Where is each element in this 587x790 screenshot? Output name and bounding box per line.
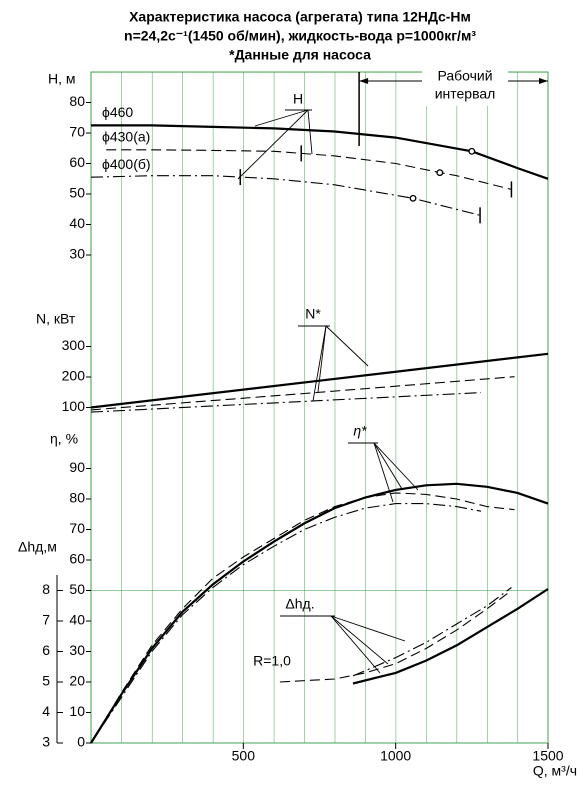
point-marker [468,147,476,155]
annotation: N* [305,306,321,322]
y-tick-label: 10 [69,703,85,719]
arrow-head [359,78,369,84]
y-axis-label: Δhд,м [18,539,57,555]
series-label: ϕ460 [102,104,133,120]
y-tick-label: 30 [69,642,85,658]
series-line [352,587,512,677]
y-tick-label: 200 [62,368,86,384]
leader-line [330,615,389,665]
y-tick-label: 6 [42,642,50,658]
leader-line [307,109,313,155]
y-axis-label: η, % [50,431,78,447]
series-line [91,124,549,180]
y-tick-label: 50 [69,581,85,597]
interval-label: интервал [435,86,496,102]
series-line [90,503,482,744]
annotation: Δhд. [285,596,314,612]
y-tick-label: 90 [69,459,85,475]
y-tick-label: 40 [69,215,85,231]
leader-line [325,325,369,367]
leader-line [373,442,403,490]
x-tick-label: 1500 [532,748,563,764]
y-tick-label: 70 [69,520,85,536]
arrow-head [539,78,548,84]
y-tick-label: 100 [62,398,86,414]
y-tick-label: 70 [69,124,85,140]
y-tick-label: 60 [69,551,85,567]
series-line [106,149,512,190]
annotation: H [293,91,303,107]
series-line [90,482,549,744]
interval-label: Рабочий [437,68,492,84]
chart-subtitle: n=24,2с⁻¹(1450 об/мин), жидкость-вода p=… [124,28,476,44]
series-line [279,590,512,683]
y-tick-label: 80 [69,490,85,506]
series-line [90,392,482,413]
y-axis-label: H, м [48,71,76,87]
leader-line [254,109,309,127]
x-tick-label: 500 [232,748,256,764]
interval-box [422,70,508,106]
leader-line [317,325,327,393]
y-tick-label: 5 [42,673,50,689]
series-line [90,175,481,216]
y-tick-label: 30 [69,246,85,262]
y-tick-label: 300 [62,337,86,353]
point-marker [409,194,417,202]
y-axis-label: N, кВт [36,311,76,327]
leader-line [373,442,419,491]
series-label: ϕ430(а) [102,128,150,144]
series-line [352,588,549,685]
annotation: R=1,0 [253,653,291,669]
y-tick-label: 8 [42,581,50,597]
leader-line [330,615,381,674]
series-line [90,376,515,411]
point-marker [436,169,444,177]
annotation: η* [353,423,367,439]
y-tick-label: 60 [69,154,85,170]
y-tick-label: 0 [77,734,85,750]
y-tick-label: 3 [42,734,50,750]
y-tick-label: 20 [69,673,85,689]
y-tick-label: 40 [69,612,85,628]
series-label: ϕ400(б) [102,156,151,172]
x-tick-label: 1000 [380,748,411,764]
leader-line [330,615,406,642]
leader-line [373,442,394,503]
y-tick-label: 50 [69,185,85,201]
chart-note: *Данные для насоса [229,47,371,63]
leader-line [312,325,327,402]
y-tick-label: 4 [42,703,50,719]
x-axis-label: Q, м³/ч [533,763,577,779]
y-tick-label: 80 [69,93,85,109]
chart-title: Характеристика насоса (агрегата) типа 12… [129,9,471,25]
leader-line [237,109,309,180]
y-tick-label: 7 [42,612,50,628]
